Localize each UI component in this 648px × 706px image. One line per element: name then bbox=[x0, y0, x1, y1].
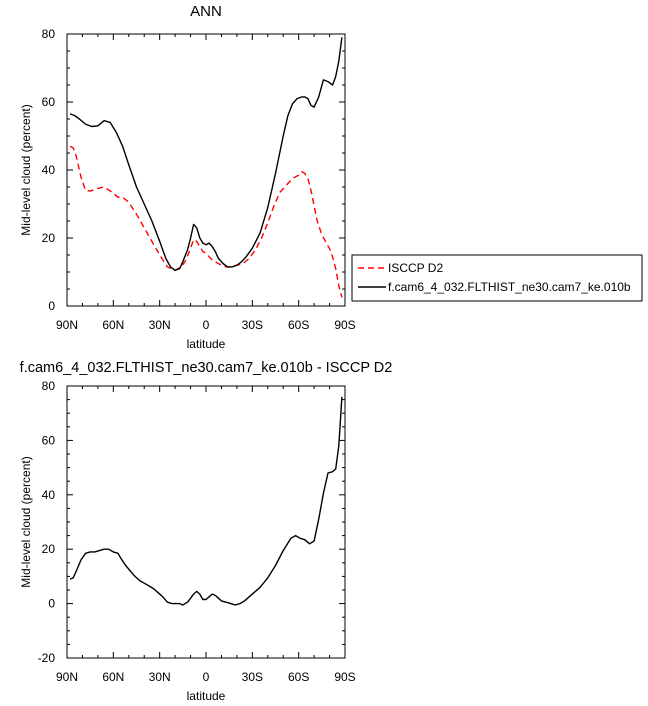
series-line-0 bbox=[69, 396, 343, 606]
top-x-axis-label: latitude bbox=[187, 337, 226, 351]
top-panel: ANN 0 20 40 60 80 90N 60N 30N 0 30S 60S 90S Mid-le… bbox=[19, 3, 356, 351]
y-tick-label: 40 bbox=[42, 488, 56, 502]
x-tick-label: 30N bbox=[149, 670, 171, 684]
top-y-axis-label: Mid-level cloud (percent) bbox=[19, 104, 33, 235]
x-tick-label: 90S bbox=[334, 670, 355, 684]
y-tick-label: 80 bbox=[42, 27, 56, 41]
series-line-1 bbox=[69, 37, 343, 271]
y-tick-label: 40 bbox=[42, 163, 56, 177]
x-tick-label: 30S bbox=[242, 318, 263, 332]
bottom-y-axis: -20 0 20 40 60 80 bbox=[38, 379, 345, 665]
x-tick-label: 30N bbox=[149, 318, 171, 332]
bottom-y-axis-label: Mid-level cloud (percent) bbox=[19, 456, 33, 587]
y-tick-label: 60 bbox=[42, 433, 56, 447]
bottom-x-axis: 90N 60N 30N 0 30S 60S 90S bbox=[56, 386, 356, 684]
legend-label-model: f.cam6_4_032.FLTHIST_ne30.cam7_ke.010b bbox=[388, 280, 631, 294]
x-tick-label: 0 bbox=[203, 318, 210, 332]
x-tick-label: 30S bbox=[242, 670, 263, 684]
y-tick-label: 20 bbox=[42, 231, 56, 245]
x-tick-label: 60S bbox=[288, 670, 309, 684]
series-line-0 bbox=[69, 145, 343, 298]
top-panel-frame bbox=[66, 33, 346, 307]
y-tick-label: 20 bbox=[42, 542, 56, 556]
x-tick-label: 60N bbox=[102, 318, 124, 332]
bottom-series-lines bbox=[69, 396, 343, 606]
bottom-panel-title: f.cam6_4_032.FLTHIST_ne30.cam7_ke.010b -… bbox=[20, 360, 393, 376]
y-tick-label: 0 bbox=[48, 299, 55, 313]
legend-box bbox=[351, 254, 643, 302]
top-series-lines bbox=[69, 37, 343, 298]
y-tick-label: 80 bbox=[42, 379, 56, 393]
x-tick-label: 90S bbox=[334, 318, 355, 332]
top-panel-title: ANN bbox=[190, 3, 222, 20]
x-tick-label: 90N bbox=[56, 318, 78, 332]
x-tick-label: 60N bbox=[102, 670, 124, 684]
legend: ISCCP D2 f.cam6_4_032.FLTHIST_ne30.cam7_… bbox=[351, 254, 643, 302]
x-tick-label: 90N bbox=[56, 670, 78, 684]
top-x-axis: 90N 60N 30N 0 30S 60S 90S bbox=[56, 34, 356, 332]
bottom-panel-frame bbox=[66, 385, 346, 659]
bottom-x-axis-label: latitude bbox=[187, 689, 226, 703]
legend-label-isccp: ISCCP D2 bbox=[388, 261, 443, 275]
bottom-panel: f.cam6_4_032.FLTHIST_ne30.cam7_ke.010b -… bbox=[19, 360, 392, 703]
x-tick-label: 60S bbox=[288, 318, 309, 332]
y-tick-label: 60 bbox=[42, 95, 56, 109]
y-tick-label: 0 bbox=[48, 597, 55, 611]
top-y-axis: 0 20 40 60 80 bbox=[42, 27, 345, 313]
y-tick-label: -20 bbox=[38, 651, 56, 665]
x-tick-label: 0 bbox=[203, 670, 210, 684]
